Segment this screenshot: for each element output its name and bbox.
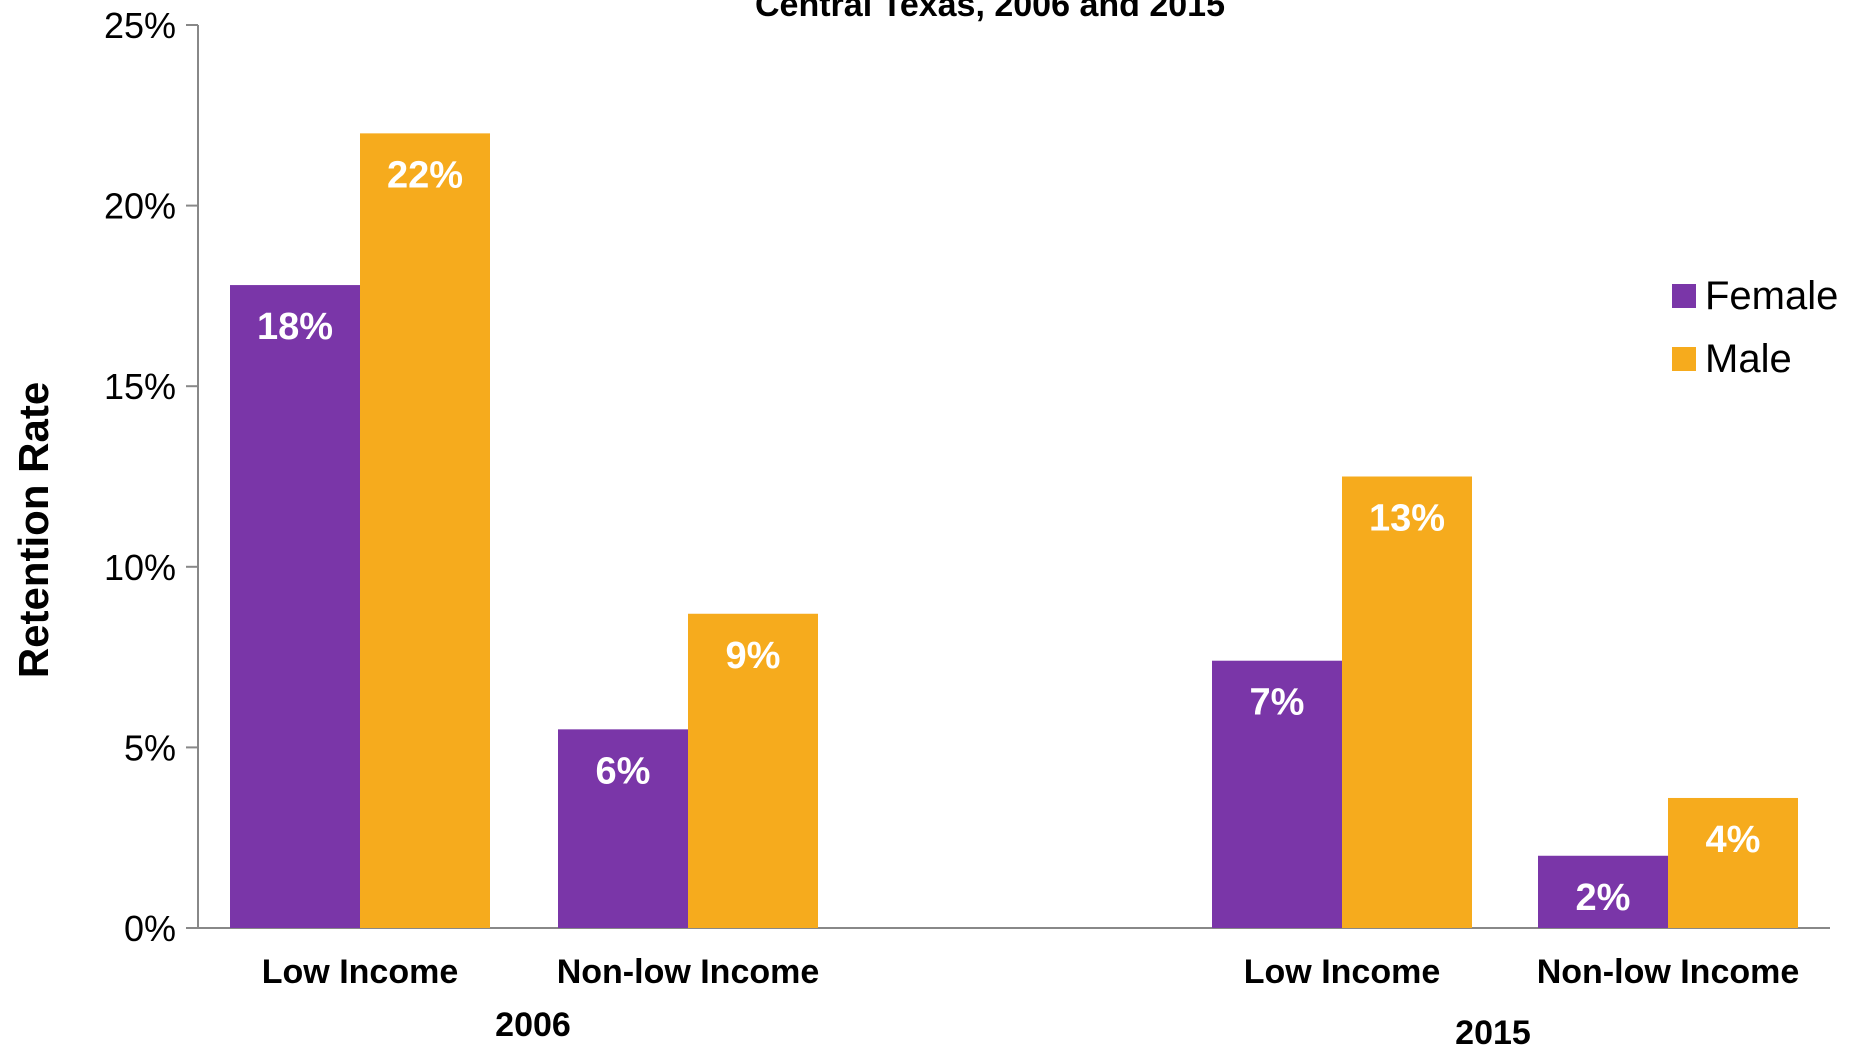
x-category-label: Low Income [262,953,458,991]
bar-female [558,729,688,928]
legend-swatch-male [1672,347,1696,371]
bar-female [1212,660,1342,928]
bar-male [360,133,490,929]
y-axis-label: Retention Rate [10,382,57,678]
y-tick-label: 0% [124,908,176,949]
axes: 0% 5% 10% 15% 20% 25% [104,5,1830,949]
legend-label-male: Male [1705,337,1792,381]
bars [230,133,1798,929]
legend-label-female: Female [1705,274,1838,318]
chart-title: Central Texas, 2006 and 2015 [755,0,1225,24]
data-label-female: 2% [1576,877,1631,919]
bar-male [1668,797,1798,928]
x-category-label: Low Income [1244,953,1440,991]
bar-female [230,285,360,929]
data-labels: 18% 22% 6% 9% 7% 13% 2% 4% [257,154,1760,918]
data-label-male: 4% [1706,819,1761,861]
x-group-label: 2006 [495,1006,571,1044]
data-label-male: 13% [1369,498,1445,540]
bar-female [1538,855,1668,928]
bar-male [688,613,818,928]
y-tick-label: 15% [104,366,176,407]
x-category-labels: Low Income Non-low Income Low Income Non-lo… [262,953,1800,1045]
y-tick-label: 5% [124,727,176,768]
x-category-label: Non-low Income [557,953,820,991]
data-label-female: 7% [1250,682,1305,724]
data-label-male: 22% [387,154,463,196]
y-tick-label: 25% [104,5,176,46]
y-tick-label: 10% [104,547,176,588]
data-label-male: 9% [726,635,781,677]
data-label-female: 18% [257,306,333,348]
x-category-label: Non-low Income [1537,953,1800,991]
data-label-female: 6% [596,750,651,792]
x-group-label: 2015 [1455,1014,1531,1045]
bar-male [1342,476,1472,928]
legend: Female Male [1672,274,1838,381]
legend-swatch-female [1672,284,1696,308]
y-tick-label: 20% [104,186,176,227]
